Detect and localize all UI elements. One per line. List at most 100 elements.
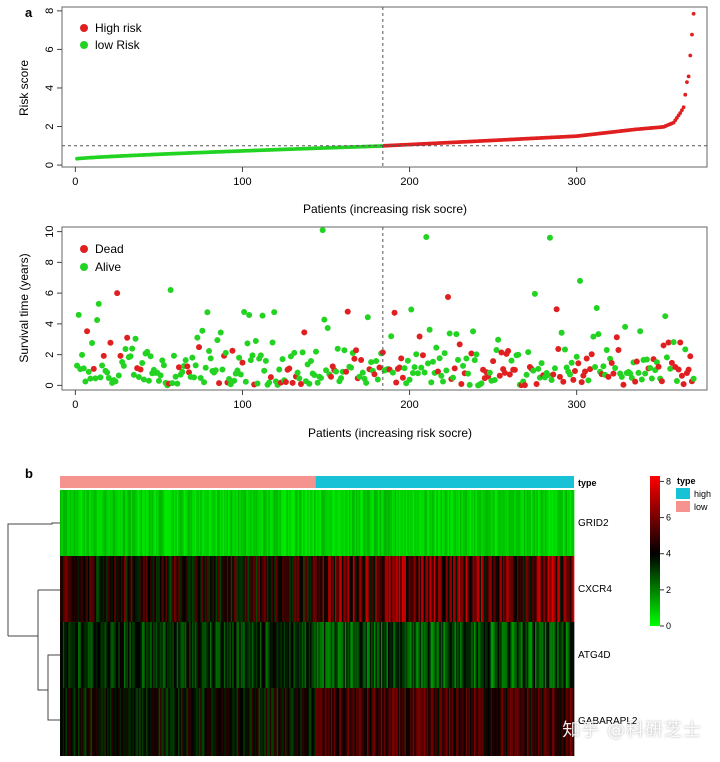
heatmap-cell xyxy=(482,556,485,622)
heatmap-cell xyxy=(536,622,539,688)
dead-patient-point xyxy=(351,355,358,362)
heatmap-cell xyxy=(239,490,241,556)
heatmap-cell xyxy=(561,490,564,556)
heatmap-cell xyxy=(219,622,222,688)
heatmap-cell xyxy=(60,490,62,556)
panel-label-b: b xyxy=(25,466,33,481)
alive-patient-point xyxy=(191,374,198,381)
heatmap-cell xyxy=(482,622,485,688)
heatmap-cell xyxy=(405,490,408,556)
heatmap-cell xyxy=(443,556,446,622)
heatmap-cell xyxy=(310,556,312,622)
heatmap-cell xyxy=(358,688,361,756)
heatmap-cell xyxy=(114,622,116,688)
heatmap-cell xyxy=(128,490,130,556)
heatmap-cell xyxy=(319,688,322,756)
dead-patient-point xyxy=(216,380,223,387)
alive-patient-point xyxy=(622,323,629,330)
heatmap-cell xyxy=(367,622,369,688)
heatmap-cell xyxy=(411,490,414,556)
heatmap-cell xyxy=(79,622,82,688)
type-annotation-bar xyxy=(60,476,574,488)
heatmap-cell xyxy=(301,490,304,556)
heatmap-cell xyxy=(68,622,71,688)
heatmap-cell xyxy=(350,622,353,688)
heatmap-cell xyxy=(230,688,233,756)
heatmap-cell xyxy=(179,490,182,556)
heatmap-cell xyxy=(322,490,325,556)
alive-patient-point xyxy=(79,351,86,358)
heatmap-cell xyxy=(453,622,455,688)
heatmap-cell xyxy=(76,622,79,688)
heatmap-cell xyxy=(196,622,198,688)
dead-patient-point xyxy=(505,348,512,355)
heatmap-cell xyxy=(428,688,430,756)
heatmap-cell xyxy=(197,622,200,688)
heatmap-cell xyxy=(376,556,379,622)
heatmap-cell xyxy=(490,622,493,688)
heatmap-cell xyxy=(367,490,369,556)
dead-patient-point xyxy=(90,365,97,372)
expression-heatmap xyxy=(60,490,575,756)
heatmap-cell xyxy=(260,688,262,756)
alive-patient-point xyxy=(80,365,87,372)
alive-patient-point xyxy=(408,306,415,313)
heatmap-cell xyxy=(248,688,251,756)
heatmap-cell xyxy=(171,490,173,556)
heatmap-cell xyxy=(430,688,433,756)
heatmap-cell xyxy=(460,556,462,622)
heatmap-cell xyxy=(60,556,62,622)
heatmap-cell xyxy=(318,688,321,756)
heatmap-cell xyxy=(172,688,175,756)
legend-low-risk-marker xyxy=(80,41,88,49)
heatmap-cell xyxy=(143,688,146,756)
heatmap-cell xyxy=(94,490,97,556)
heatmap-cell xyxy=(387,490,390,556)
heatmap-cell xyxy=(76,688,79,756)
dead-patient-point xyxy=(501,369,508,376)
heatmap-cell xyxy=(305,490,308,556)
heatmap-cell xyxy=(265,688,268,756)
heatmap-cell xyxy=(517,688,519,756)
heatmap-cell xyxy=(539,622,542,688)
heatmap-cell xyxy=(223,688,226,756)
heatmap-cell xyxy=(80,490,83,556)
heatmap-cell xyxy=(498,490,501,556)
heatmap-cell xyxy=(261,688,264,756)
heatmap-cell xyxy=(148,490,151,556)
heatmap-cell xyxy=(153,490,155,556)
heatmap-cell xyxy=(112,556,115,622)
alive-patient-point xyxy=(368,359,375,366)
heatmap-cell xyxy=(508,490,511,556)
heatmap-cell xyxy=(194,688,197,756)
heatmap-cell xyxy=(461,556,464,622)
heatmap-cell xyxy=(565,688,568,756)
alive-patient-point xyxy=(242,378,249,385)
heatmap-cell xyxy=(326,556,329,622)
heatmap-cell xyxy=(382,622,385,688)
heatmap-cell xyxy=(398,622,401,688)
heatmap-cell xyxy=(546,490,548,556)
heatmap-cell xyxy=(83,622,86,688)
heatmap-cell xyxy=(197,688,200,756)
heatmap-cell xyxy=(344,622,347,688)
heatmap-cell xyxy=(490,688,493,756)
heatmap-cell xyxy=(422,490,425,556)
risk-y-tick-label: 4 xyxy=(44,85,56,91)
heatmap-cell xyxy=(197,490,200,556)
heatmap-cell xyxy=(307,556,310,622)
heatmap-cell xyxy=(486,622,489,688)
heatmap-cell xyxy=(342,688,344,756)
dead-patient-point xyxy=(416,333,423,340)
heatmap-cell xyxy=(332,556,335,622)
alive-patient-point xyxy=(471,357,478,364)
heatmap-cell xyxy=(119,688,122,756)
heatmap-cell xyxy=(240,688,243,756)
dead-patient-point xyxy=(560,378,567,385)
dead-patient-point xyxy=(289,379,296,386)
heatmap-cell xyxy=(232,622,234,688)
heatmap-cell xyxy=(487,688,490,756)
heatmap-cell xyxy=(530,688,533,756)
heatmap-cell xyxy=(446,622,448,688)
heatmap-cell xyxy=(148,556,151,622)
